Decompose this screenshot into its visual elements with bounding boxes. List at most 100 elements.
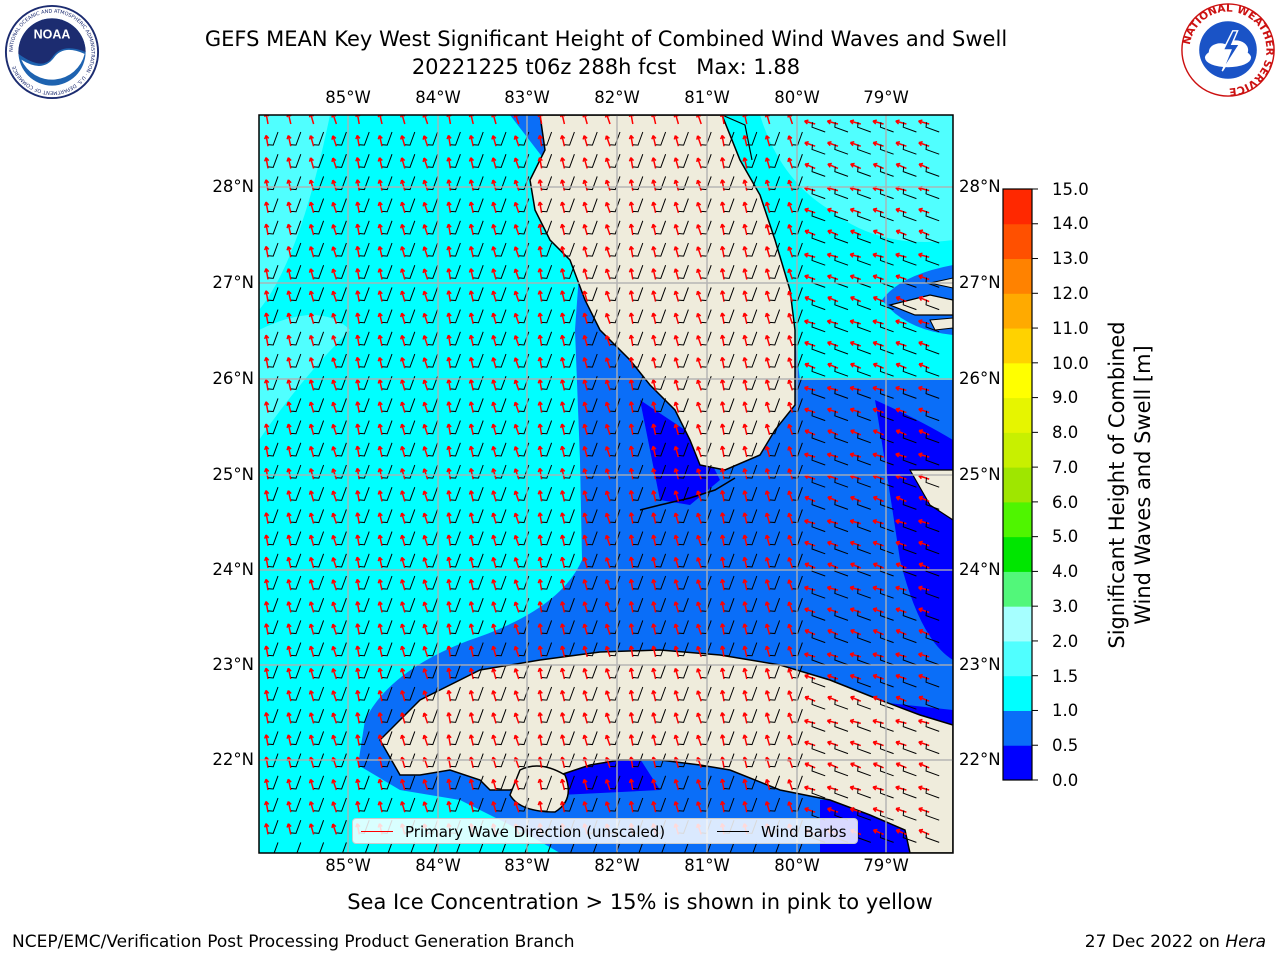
- wave-arrow: [491, 179, 497, 191]
- wind-barb: [655, 198, 667, 213]
- wind-barb: [404, 309, 416, 324]
- wind-barb: [290, 331, 302, 346]
- wind-barb: [336, 242, 347, 257]
- wind-barb: [834, 366, 849, 377]
- wind-barb: [450, 309, 461, 324]
- wave-arrow: [787, 379, 794, 391]
- wave-arrow: [787, 401, 794, 413]
- wave-arrow: [651, 689, 657, 702]
- wind-barb: [925, 721, 940, 732]
- wind-barb: [678, 198, 689, 213]
- wind-barb: [638, 842, 644, 853]
- wind-barb: [290, 553, 302, 568]
- wind-barb: [902, 410, 917, 422]
- wave-arrow: [719, 667, 726, 680]
- wind-barb: [382, 797, 393, 812]
- wave-arrow: [446, 356, 452, 369]
- colorbar-segment: [1003, 258, 1032, 294]
- wind-barb: [610, 176, 621, 191]
- wind-barb: [724, 531, 735, 546]
- wind-barb: [610, 242, 621, 257]
- wave-arrow: [604, 268, 611, 280]
- wind-barb: [798, 842, 803, 853]
- wind-barb: [359, 220, 370, 235]
- wave-arrow: [918, 252, 930, 258]
- wave-arrow: [355, 134, 361, 147]
- lat-tick-right: 23°N: [959, 655, 1001, 674]
- wave-arrow: [742, 645, 748, 657]
- wind-barb: [541, 531, 553, 546]
- wind-barb: [834, 788, 849, 799]
- wind-barb: [857, 677, 871, 688]
- wave-arrow: [308, 579, 315, 591]
- wave-arrow: [872, 162, 884, 170]
- wave-arrow: [559, 290, 566, 302]
- wave-arrow: [513, 734, 520, 746]
- wave-arrow: [651, 667, 657, 680]
- wave-arrow: [673, 445, 680, 458]
- wave-arrow: [491, 246, 497, 258]
- wave-arrow: [628, 201, 635, 213]
- wind-barb: [473, 709, 484, 723]
- wind-barb: [769, 731, 781, 746]
- wind-barb: [496, 664, 507, 679]
- wave-arrow: [377, 712, 383, 724]
- wave-arrow: [872, 718, 884, 725]
- wave-arrow: [491, 556, 497, 569]
- wave-arrow: [400, 157, 406, 169]
- wave-arrow: [872, 540, 884, 547]
- wind-barb: [268, 398, 279, 413]
- wave-arrow: [468, 512, 475, 524]
- colorbar-tick: 2.0: [1052, 632, 1079, 651]
- wave-arrow: [331, 135, 338, 147]
- wave-arrow: [400, 357, 406, 369]
- wind-barb: [547, 842, 553, 853]
- wave-arrow: [696, 401, 702, 413]
- chart-subtitle: 20221225 t06z 288h fcst Max: 1.88: [411, 55, 801, 79]
- wave-arrow: [804, 718, 816, 725]
- wind-barb: [879, 321, 894, 333]
- wave-arrow: [582, 468, 588, 480]
- colorbar-tick: 11.0: [1052, 319, 1089, 338]
- wave-arrow: [308, 490, 315, 502]
- wind-barb: [678, 753, 689, 768]
- wave-arrow: [850, 362, 862, 369]
- wind-barb: [879, 588, 894, 599]
- wave-arrow: [377, 290, 383, 302]
- wind-barb: [746, 575, 758, 590]
- wave-arrow: [827, 362, 839, 369]
- wave-arrow: [422, 490, 429, 502]
- wave-arrow: [827, 495, 839, 503]
- wind-barb: [564, 376, 575, 390]
- wave-arrow: [872, 229, 884, 236]
- wind-barb: [290, 820, 302, 834]
- wind-barb: [496, 220, 507, 235]
- wind-barb: [857, 477, 871, 488]
- wave-arrow: [308, 556, 315, 569]
- wind-barb: [857, 455, 871, 466]
- wave-arrow: [719, 245, 726, 258]
- wind-barb: [769, 376, 781, 390]
- wind-barb: [834, 188, 849, 200]
- wind-barb: [655, 331, 667, 346]
- wind-barb: [655, 442, 667, 457]
- wind-barb: [834, 632, 849, 644]
- wind-barb: [724, 686, 735, 701]
- wind-barb: [769, 131, 781, 146]
- wind-barb: [496, 797, 507, 812]
- wave-arrow: [468, 290, 475, 302]
- wave-arrow: [422, 712, 429, 724]
- wave-arrow: [468, 245, 475, 258]
- wave-arrow: [895, 718, 907, 725]
- wave-arrow: [719, 379, 726, 391]
- wind-barb: [925, 632, 940, 644]
- wind-barb: [729, 842, 735, 853]
- wave-arrow: [918, 585, 930, 591]
- wind-barb: [313, 753, 325, 768]
- wind-barb: [450, 154, 461, 168]
- wave-arrow: [537, 423, 543, 435]
- wave-arrow: [331, 335, 338, 347]
- wind-barb: [678, 664, 689, 679]
- wave-arrow: [446, 179, 452, 191]
